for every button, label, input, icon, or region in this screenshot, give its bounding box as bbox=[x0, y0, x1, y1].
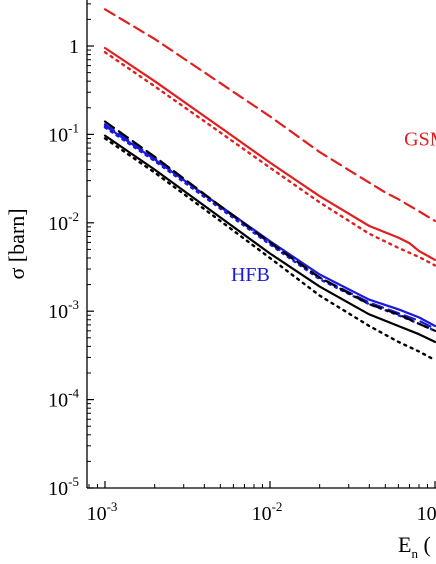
y-tick-label: 10-4 bbox=[48, 386, 79, 412]
labels-layer: σ [barn] En ( bbox=[4, 208, 431, 561]
series-layer bbox=[103, 8, 436, 362]
y-tick-label-base: 10 bbox=[48, 301, 68, 323]
x-tick-label-base: 10 bbox=[252, 503, 272, 525]
y-tick-label-exp: -5 bbox=[68, 474, 79, 489]
x-axis-title: En ( bbox=[398, 532, 431, 561]
x-axis-title-sub: n bbox=[411, 546, 418, 561]
y-tick-label-exp: -4 bbox=[68, 386, 79, 401]
y-tick-label-exp: -3 bbox=[68, 297, 79, 312]
y-tick-label: 10-3 bbox=[48, 297, 79, 323]
x-tick-label: 10-3 bbox=[87, 499, 118, 525]
x-axis-title-main: E bbox=[398, 532, 411, 557]
series-line-hfb-dashed-4 bbox=[103, 123, 436, 330]
series-line-black-dotted-8 bbox=[103, 137, 436, 362]
x-tick-label-exp: -3 bbox=[107, 499, 118, 514]
y-tick-label: 1 bbox=[69, 36, 79, 58]
y-tick-label-base: 10 bbox=[48, 213, 68, 235]
annotation-gsm: GSM bbox=[404, 128, 436, 150]
y-tick-label-exp: -2 bbox=[68, 209, 79, 224]
series-line-gsm-dashed-0 bbox=[103, 8, 436, 222]
y-axis-title: σ [barn] bbox=[4, 208, 29, 279]
annotation-layer: GSM HFB bbox=[231, 128, 436, 285]
series-line-black-dashed-7 bbox=[103, 120, 436, 332]
x-tick-label-base: 10 bbox=[87, 503, 107, 525]
x-tick-label-exp: -2 bbox=[272, 499, 283, 514]
y-tick-label: 10-1 bbox=[48, 120, 79, 146]
ticks-layer: 110-110-210-310-410-510-310-210-1 bbox=[48, 3, 436, 525]
x-tick-label: 10-1 bbox=[417, 499, 436, 525]
x-tick-label-base: 10 bbox=[417, 503, 436, 525]
x-axis-title-tail: ( bbox=[418, 532, 431, 557]
series-line-black-solid-6 bbox=[103, 134, 436, 343]
y-tick-label-base: 10 bbox=[48, 124, 68, 146]
series-line-gsm-solid-1 bbox=[103, 46, 436, 261]
y-tick-label: 10-5 bbox=[48, 474, 79, 500]
annotation-hfb: HFB bbox=[231, 264, 270, 286]
y-tick-label-base: 10 bbox=[48, 478, 68, 500]
y-tick-label-exp: -1 bbox=[68, 120, 79, 135]
y-tick-label: 10-2 bbox=[48, 209, 79, 235]
x-tick-label: 10-2 bbox=[252, 499, 283, 525]
y-tick-label-base: 1 bbox=[69, 36, 79, 58]
y-tick-label-base: 10 bbox=[48, 390, 68, 412]
axes-layer bbox=[86, 0, 436, 489]
series-line-gsm-dotted-2 bbox=[103, 51, 436, 267]
